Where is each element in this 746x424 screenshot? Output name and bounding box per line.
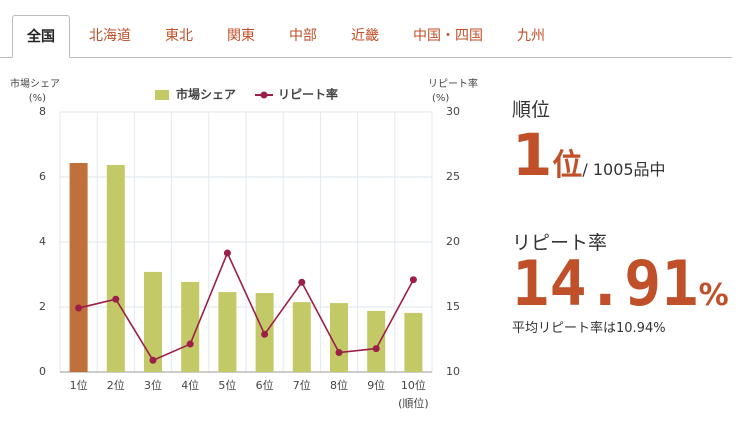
y2-tick-label: 30	[446, 105, 460, 118]
line-marker	[112, 295, 120, 303]
y2-tick-label: 25	[446, 170, 460, 183]
tab[interactable]: 東北	[165, 28, 193, 44]
bar	[181, 281, 200, 372]
repeat-label: リピート率	[512, 232, 608, 254]
tab[interactable]: 関東	[227, 28, 255, 44]
x-tick-label: 5位	[218, 378, 236, 392]
tab[interactable]: 中国・四国	[413, 28, 483, 44]
y2-tick-label: 15	[446, 300, 460, 313]
average: 平均リピート率は10.94%	[512, 321, 666, 336]
bar	[330, 303, 348, 372]
x-tick-label: 1位	[70, 378, 88, 392]
chart: 0 2 4 6 8 10 15 20 25 30 市場シェア (%) リピート率 (%) 1位 2位 3位 4位 5…	[10, 77, 478, 410]
x-tick-label: 3位	[144, 378, 162, 392]
bar	[367, 310, 386, 372]
x-tick-label: 4位	[181, 378, 199, 392]
repeat-rate: 14.91	[512, 247, 699, 320]
line	[78, 251, 415, 362]
repeat-unit: %	[698, 278, 729, 313]
legend-swatch	[260, 91, 268, 99]
tab[interactable]: 北海道	[89, 28, 131, 44]
x-tick-label: 9位	[367, 378, 385, 392]
line-marker	[149, 356, 157, 364]
x-tick-label: 8位	[330, 378, 348, 392]
legend-label: リピート率	[278, 87, 338, 102]
y2-axis-label: (%)	[432, 93, 449, 104]
y-tick-label: 0	[39, 365, 46, 378]
x-axis-label: (順位)	[398, 396, 429, 410]
line-marker	[75, 304, 83, 312]
x-tick-label: 10位	[401, 378, 426, 392]
x-tick-label: 2位	[107, 378, 125, 392]
line-marker	[298, 278, 306, 286]
y2-tick-label: 20	[446, 235, 460, 248]
line-marker	[409, 276, 417, 284]
stats-panel: 順位 1位/ 1005品中 リピート率 14.91% 平均リピート率は10.94…	[512, 95, 729, 336]
rank-label: 順位	[512, 99, 551, 121]
bar	[69, 163, 88, 372]
bar	[218, 292, 237, 372]
rank: 1	[512, 121, 553, 189]
y-tick-label: 2	[39, 300, 46, 313]
line-marker	[372, 345, 380, 353]
legend-label: 市場シェア	[176, 87, 236, 102]
line-marker	[186, 340, 194, 348]
line-marker	[261, 330, 269, 338]
tab[interactable]: 中部	[289, 28, 317, 44]
bar	[404, 312, 423, 372]
tab[interactable]: 近畿	[351, 28, 379, 44]
tab[interactable]: 九州	[517, 28, 545, 44]
y2-tick-label: 10	[446, 365, 460, 378]
bar	[292, 302, 311, 372]
y2-axis-label: リピート率	[428, 77, 478, 90]
y-tick-label: 8	[39, 105, 46, 118]
y-tick-label: 4	[39, 235, 46, 248]
x-tick-label: 7位	[293, 378, 311, 392]
tab-bar: 全国 北海道 東北 関東 中部 近畿 中国・四国 九州	[0, 0, 732, 58]
bar	[106, 164, 125, 372]
legend-swatch	[155, 90, 169, 100]
y-axis-label: (%)	[29, 93, 46, 104]
x-tick-label: 6位	[256, 378, 274, 392]
bar	[144, 271, 162, 372]
y-tick-label: 6	[39, 170, 46, 183]
line-marker	[335, 349, 343, 356]
rank-total: / 1005品中	[582, 160, 666, 179]
y-axis-label: 市場シェア	[10, 77, 60, 90]
rank-unit: 位	[552, 148, 583, 183]
line-marker	[223, 249, 231, 257]
tab[interactable]: 全国	[12, 15, 70, 58]
